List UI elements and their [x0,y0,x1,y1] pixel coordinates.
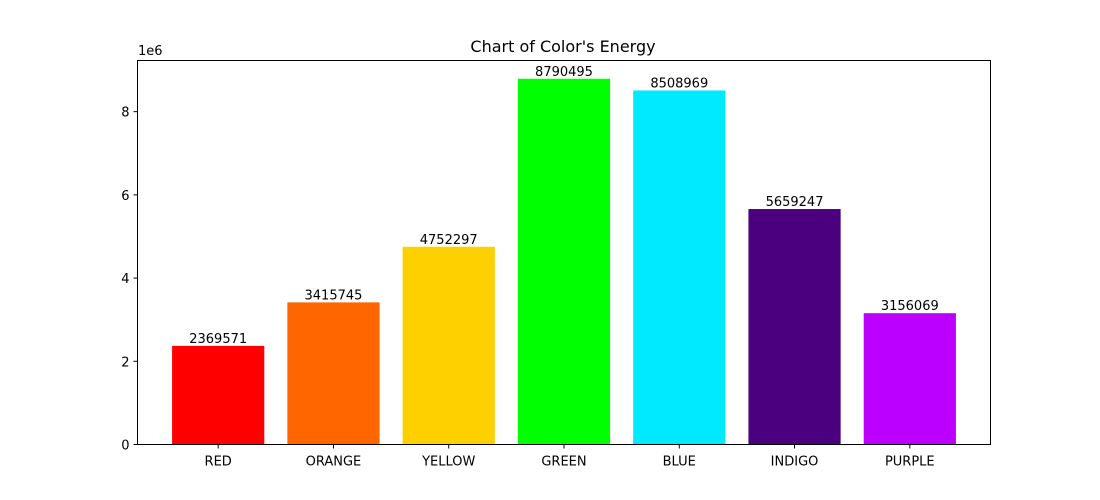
y-tick-label: 4 [121,272,129,287]
plot-area-frame [137,60,991,445]
bar-green [517,78,611,445]
x-tick-label-indigo: INDIGO [771,455,819,470]
y-tick-label: 8 [121,106,129,121]
data-label-orange: 3415745 [305,288,363,303]
bar-indigo [748,209,841,445]
x-tick-label-blue: BLUE [663,455,696,470]
y-axis: 0 2 4 6 8 [121,106,138,454]
data-label-purple: 3156069 [881,299,939,314]
chart-title: Chart of Color's Energy [470,37,655,56]
bar-yellow [402,246,495,445]
x-tick-label-purple: PURPLE [885,455,935,470]
bar-blue [633,90,726,445]
data-label-green: 8790495 [535,65,593,80]
x-axis: RED ORANGE YELLOW GREEN BLUE INDIGO PURPLE [205,444,935,470]
data-label-red: 2369571 [189,332,247,347]
bar-red [172,345,265,445]
x-tick-label-green: GREEN [541,455,586,470]
bar-orange [287,302,380,445]
x-tick-label-orange: ORANGE [306,455,362,470]
y-tick-label: 2 [121,355,129,370]
data-labels-layer: 2369571 3415745 4752297 8790495 8508969 56592… [189,65,939,347]
bar-purple [863,313,956,445]
data-label-blue: 8508969 [650,76,708,91]
y-tick-label: 6 [121,189,129,204]
x-tick-label-yellow: YELLOW [421,455,475,470]
data-label-indigo: 5659247 [766,195,824,210]
data-label-yellow: 4752297 [420,233,478,248]
y-axis-offset-label: 1e6 [138,44,163,59]
bars-layer [172,78,956,445]
x-tick-label-red: RED [205,455,232,470]
y-tick-label: 0 [121,439,129,454]
